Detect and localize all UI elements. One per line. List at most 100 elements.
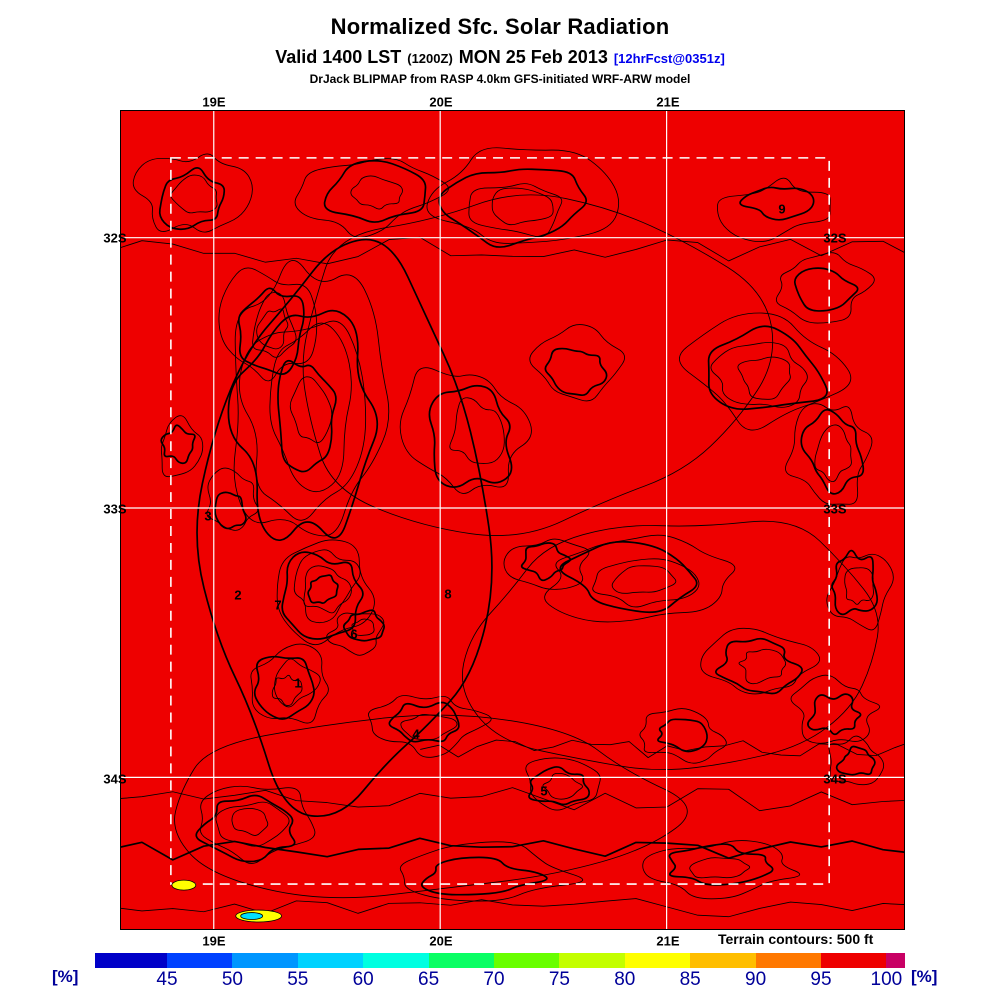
colorbar-segment [95, 953, 167, 968]
colorbar-segment [886, 953, 906, 968]
terrain-contour [449, 397, 505, 464]
terrain-contour [256, 308, 289, 350]
forecast-map: 19E 20E 21E 19E 20E 21E 32S 33S 34S 32S … [103, 95, 905, 949]
terrain-contour [289, 376, 333, 444]
terrain-contour [592, 558, 700, 608]
terrain-contour [503, 538, 590, 590]
terrain-contour [525, 757, 601, 811]
colorbar-tick-label: 55 [287, 969, 309, 990]
colorbar-tick-row: 45 50 55 60 65 70 75 80 85 90 95 100 [95, 953, 905, 995]
colorbar-segment [428, 953, 494, 968]
terrain-contour [559, 540, 698, 614]
colorbar-segment [690, 953, 756, 968]
terrain-contour [814, 424, 852, 483]
site-marker-5: 5 [540, 783, 548, 799]
site-marker-8: 8 [444, 586, 452, 602]
terrain-contour [793, 267, 859, 312]
colorbar-segment [167, 953, 233, 968]
colorbar-tick-label: 90 [745, 969, 767, 990]
site-marker-2: 2 [234, 587, 242, 603]
terrain-contour [828, 735, 885, 786]
map-canvas [121, 111, 904, 929]
colorbar-tick-label: 60 [352, 969, 374, 990]
terrain-contour [710, 342, 808, 408]
terrain-contour [231, 807, 269, 836]
terrain-contour [160, 424, 196, 465]
terrain-contour [271, 674, 303, 706]
terrain-contour [831, 549, 879, 616]
colorbar-segment [559, 953, 625, 968]
terrain-contour [277, 359, 337, 473]
terrain-contour [679, 312, 852, 431]
terrain-contour [302, 194, 774, 536]
terrain-contour [368, 695, 492, 758]
terrain-contour [707, 325, 828, 411]
terrain-contour [196, 238, 493, 818]
lon-label-bottom-21e: 21E [656, 933, 680, 949]
terrain-contour [544, 347, 608, 397]
terrain-contour [158, 167, 226, 231]
terrain-contour [326, 612, 385, 656]
valid-zulu-time: (1200Z) [407, 51, 453, 66]
lat-label-left-33s: 33S [103, 501, 127, 517]
terrain-contour [715, 637, 803, 695]
terrain-contour [294, 158, 449, 238]
terrain-contour [520, 542, 572, 582]
terrain-contour [227, 309, 379, 541]
terrain-contour [252, 292, 297, 358]
colorbar-tick-label: 100 [870, 969, 903, 990]
colorbar-segment [755, 953, 821, 968]
site-marker-9: 9 [778, 201, 786, 217]
terrain-contour [170, 174, 218, 214]
terrain-contour [132, 153, 253, 233]
terrain-contour [461, 520, 879, 771]
terrain-contour [689, 857, 751, 879]
lat-label-right-34s: 34S [823, 771, 847, 787]
colorbar-tick-label: 95 [810, 969, 832, 990]
low-radiation-spot [240, 912, 264, 920]
terrain-contour [528, 766, 591, 806]
terrain-contours-note: Terrain contours: 500 ft [718, 931, 874, 947]
terrain-contour [844, 567, 874, 605]
terrain-contour [737, 356, 791, 400]
valid-prefix: Valid 1400 LST [275, 47, 402, 67]
terrain-contour [160, 415, 204, 478]
terrain-contour [303, 565, 352, 614]
site-markers-layer: 1 2 3 4 5 6 7 8 9 [121, 111, 904, 929]
colorbar-tick-label: 45 [156, 969, 178, 990]
terrain-contour [739, 186, 815, 221]
terrain-contour [468, 183, 563, 238]
terrain-contour [214, 491, 247, 530]
forecast-tag: [12hrFcst@0351z] [613, 51, 725, 66]
lon-label-bottom-20e: 20E [429, 933, 453, 949]
terrain-contour [253, 655, 315, 720]
low-radiation-spot [171, 879, 197, 891]
colorbar-unit-left: [%] [52, 967, 79, 986]
terrain-contour [399, 367, 532, 494]
lon-label-top-20e: 20E [429, 94, 453, 110]
terrain-contour [323, 159, 427, 223]
terrain-contour [350, 175, 403, 210]
colorbar-segment [820, 953, 887, 968]
header: Normalized Sfc. Solar Radiation Valid 14… [0, 0, 1000, 86]
terrain-contour [642, 840, 801, 900]
terrain-contour [121, 898, 904, 918]
site-marker-1: 1 [294, 675, 302, 691]
colorbar-segment [624, 953, 691, 968]
terrain-contour [351, 618, 375, 636]
terrain-contour [238, 320, 367, 521]
colorbar-tick-label: 70 [483, 969, 505, 990]
terrain-contour [274, 658, 321, 708]
terrain-contour [426, 147, 620, 244]
site-marker-7: 7 [274, 597, 282, 613]
terrain-contour [826, 553, 894, 631]
terrain-contour [790, 674, 881, 744]
lon-label-bottom-19e: 19E [202, 933, 226, 949]
terrain-contour [215, 801, 290, 847]
colorbar-tick-label: 65 [418, 969, 440, 990]
terrain-contour [611, 565, 677, 594]
lon-label-top-21e: 21E [656, 94, 680, 110]
terrain-contour [438, 168, 587, 248]
site-marker-6: 6 [350, 626, 358, 642]
